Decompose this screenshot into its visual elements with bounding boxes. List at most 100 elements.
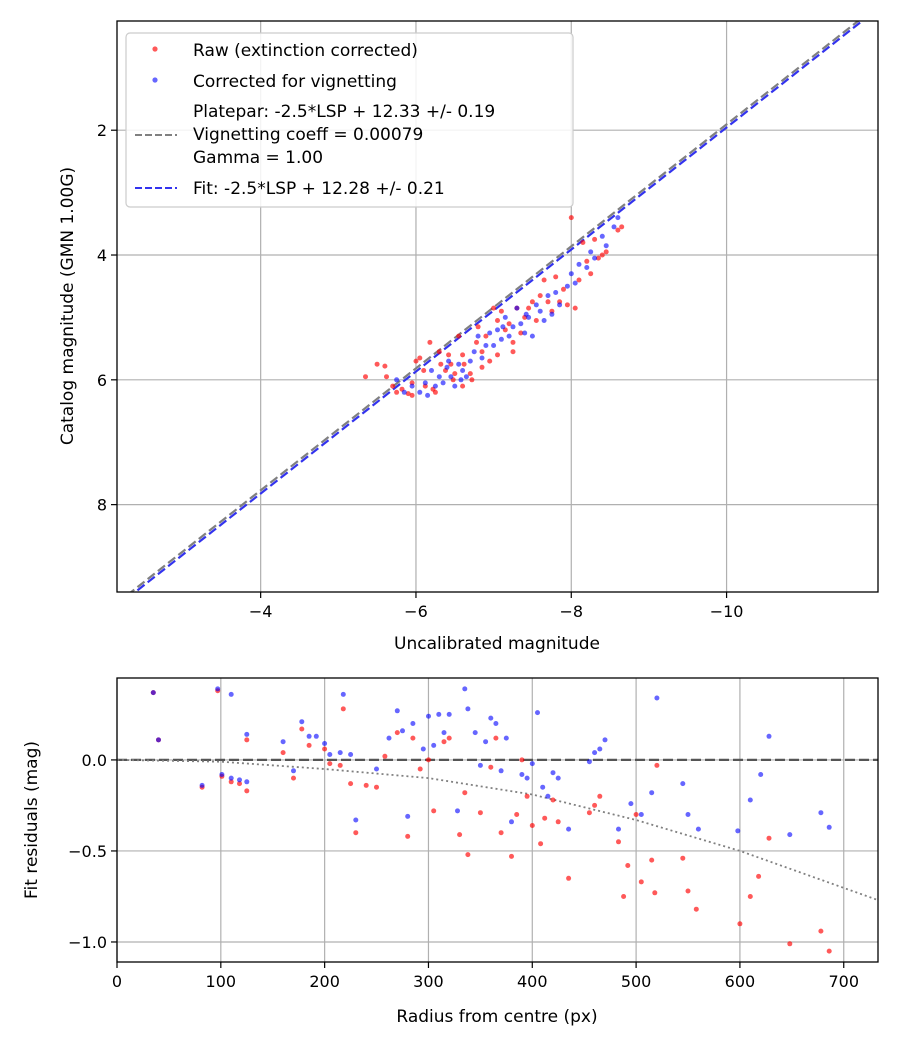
magnitude-point-corrected [479,355,485,361]
residuals-point-raw [509,853,514,859]
magnitude-point-raw [409,392,415,398]
residuals-point-raw [244,788,250,794]
residuals-point-corrected [498,768,504,774]
magnitude-point-raw [467,371,473,377]
legend: Raw (extinction corrected) Corrected for… [125,32,574,208]
residuals-point-corrected [299,719,305,725]
magnitude-point-raw [564,302,570,308]
magnitude-x-tick-label: −6 [404,602,428,621]
residuals-point-corrected [545,793,551,799]
residuals-y-axis-label: Fit residuals (mag) [22,741,42,899]
residuals-point-raw [818,928,824,934]
magnitude-point-raw [588,271,594,277]
residuals-y-tick-label: 0.0 [82,751,107,770]
legend-marker-raw [152,46,158,52]
residuals-point-corrected [597,746,603,752]
residuals-point-corrected [353,817,359,823]
residuals-point-raw [441,739,447,745]
residuals-point-corrected [431,742,437,748]
residuals-point-corrected [400,728,405,734]
magnitude-point-raw [374,361,380,367]
residuals-point-corrected [374,766,379,772]
magnitude-point-raw [576,277,582,283]
residuals-point-raw [621,894,627,899]
residuals-point-raw [291,775,296,781]
residuals-point-corrected [465,706,471,712]
residuals-x-tick-label: 500 [621,972,652,991]
residuals-point-raw [649,857,655,863]
residuals-point-corrected [787,832,793,838]
residuals-point-raw [524,793,530,799]
residuals-point-raw [322,746,328,752]
magnitude-point-raw [363,374,368,380]
legend-entry-corrected: Corrected for vignetting [152,72,397,92]
magnitude-point-raw [390,383,396,389]
residuals-point-corrected [488,715,494,721]
residuals-point-corrected [503,735,509,741]
residuals-point-raw [597,793,603,799]
residuals-point-raw [592,802,598,808]
magnitude-point-corrected [456,361,462,367]
residuals-y-tick-label: −0.5 [68,842,107,861]
residuals-point-corrected [477,762,483,768]
magnitude-point-raw [568,215,574,221]
magnitude-point-corrected [537,308,543,314]
residuals-point-raw [766,835,772,841]
residuals-point-raw [353,830,359,836]
residuals-point-raw [529,823,535,828]
magnitude-point-raw [479,364,485,370]
magnitude-point-corrected [475,333,481,339]
residuals-point-corrected [766,733,772,739]
residuals-point-corrected [592,750,598,756]
magnitude-point-corrected [436,374,442,380]
magnitude-point-corrected [615,215,621,221]
magnitude-point-raw [553,274,559,280]
magnitude-point-corrected [506,333,512,339]
magnitude-point-corrected [491,343,497,348]
magnitude-x-tick-label: −10 [710,602,744,621]
residuals-point-raw [237,781,242,787]
residuals-lines [117,758,878,901]
residuals-point-raw [340,706,346,712]
residuals-vignetting-line [117,759,878,901]
residuals-point-raw [787,941,793,947]
magnitude-point-corrected [458,377,464,383]
residuals-point-raw [625,863,631,868]
magnitude-point-raw [394,389,400,395]
magnitude-point-raw [460,352,466,358]
residuals-x-tick-label: 0 [112,972,122,991]
residuals-point-raw [280,750,286,756]
residuals-point-raw [747,894,753,899]
residuals-point-raw [446,735,452,741]
magnitude-point-raw [417,355,423,361]
magnitude-plot: −4 −6 −8 −10 2 4 6 8 Uncalibrated magnitude Cat… [58,20,879,654]
legend-entry-platepar: Platepar: -2.5*LSP + 12.33 +/- 0.19 Vign… [135,102,495,168]
residuals-point-corrected [441,730,447,736]
residuals-x-tick-label: 300 [413,972,444,991]
magnitude-plot-frame [116,20,879,593]
residuals-point-raw [550,797,556,803]
residuals-point-corrected [199,782,205,788]
magnitude-point-raw [475,324,481,330]
magnitude-point-raw [541,277,547,283]
magnitude-point-raw [510,339,516,345]
residuals-point-raw [337,762,343,768]
residuals-point-corrected [436,711,442,717]
residuals-point-raw [410,735,416,741]
legend-label-vignetting: Vignetting coeff = 0.00079 [193,125,423,145]
magnitude-point-raw [580,240,586,245]
magnitude-plot-ticks: −4 −6 −8 −10 2 4 6 8 [97,121,744,621]
residuals-point-corrected [695,826,701,832]
residuals-point-corrected [519,772,525,777]
magnitude-point-raw [518,330,524,336]
magnitude-y-tick-label: 4 [97,246,107,265]
residuals-point-raw [566,875,572,881]
residuals-plot-ticks: 0 100 200 300 400 500 600 700 0.0 −0.5 −1.0 [68,751,859,991]
magnitude-point-corrected [592,255,598,261]
magnitude-point-corrected [588,249,594,255]
residuals-point-corrected [509,819,514,825]
residuals-point-raw [654,762,660,768]
magnitude-point-corrected [529,333,535,339]
magnitude-point-corrected [452,383,458,389]
residuals-point-corrected [322,741,328,746]
